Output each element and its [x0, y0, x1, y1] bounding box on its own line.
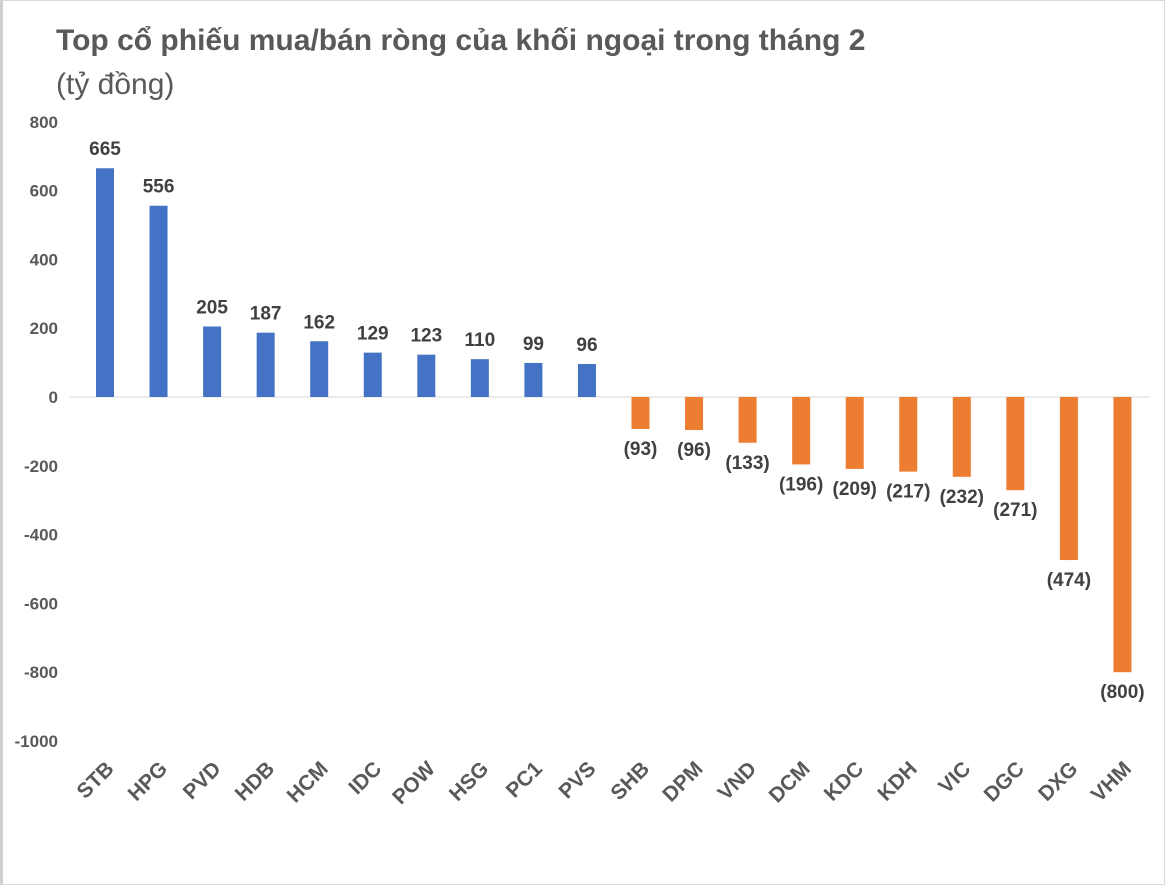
- bar-stb: [96, 168, 114, 397]
- bar-dxg: [1059, 397, 1078, 561]
- bar-kdh: [899, 397, 918, 472]
- x-tick-label: VHM: [1087, 757, 1136, 806]
- data-label: 665: [89, 139, 121, 160]
- x-tick-label: DXG: [1034, 757, 1082, 805]
- data-label: 123: [410, 326, 442, 347]
- x-tick-label: STB: [73, 757, 119, 803]
- x-tick-label: PVS: [555, 757, 601, 803]
- bar-idc: [363, 352, 382, 397]
- bar-pvd: [203, 326, 222, 397]
- x-tick-label: PC1: [502, 757, 547, 802]
- x-tick-label: DPM: [658, 757, 707, 806]
- bar-dcm: [792, 397, 811, 465]
- data-label: 96: [576, 335, 597, 356]
- y-tick-label: -400: [24, 526, 58, 545]
- bar-hsg: [470, 359, 489, 397]
- bar-shb: [631, 397, 650, 429]
- x-tick-label: DCM: [765, 757, 815, 807]
- data-label: (93): [624, 439, 658, 460]
- bar-vhm: [1113, 397, 1132, 673]
- y-tick-label: 800: [30, 113, 58, 132]
- data-label: 110: [465, 330, 496, 351]
- bar-dpm: [685, 397, 704, 431]
- data-label: (474): [1047, 570, 1091, 591]
- x-tick-label: HSG: [445, 757, 493, 805]
- chart-subtitle: (tỷ đồng): [56, 68, 175, 101]
- data-label: (96): [677, 440, 711, 461]
- data-label: (196): [779, 474, 823, 495]
- bar-dgc: [1006, 397, 1025, 491]
- bar-kdc: [845, 397, 864, 469]
- bar-pc1: [524, 362, 543, 397]
- data-label: (217): [886, 482, 930, 503]
- x-tick-label: PVD: [179, 757, 226, 804]
- data-label: (271): [993, 500, 1037, 521]
- data-label: (209): [833, 479, 877, 500]
- data-label: 187: [250, 304, 282, 325]
- x-tick-label: SHB: [606, 757, 654, 805]
- y-tick-label: 0: [49, 388, 58, 407]
- y-tick-label: -800: [24, 663, 58, 682]
- x-tick-label: HCM: [283, 757, 333, 807]
- y-tick-label: -1000: [15, 732, 58, 751]
- data-label: 129: [357, 324, 389, 345]
- x-tick-label: VND: [714, 757, 762, 805]
- bar-pow: [417, 354, 436, 397]
- bar-hpg: [149, 205, 168, 397]
- data-label: 556: [143, 177, 175, 198]
- x-tick-label: POW: [388, 757, 440, 809]
- y-tick-label: 400: [30, 250, 58, 269]
- data-label: 162: [303, 312, 335, 333]
- data-label: (800): [1100, 682, 1144, 703]
- y-tick-label: -200: [24, 457, 58, 476]
- x-tick-label: HDB: [231, 757, 279, 805]
- x-tick-label: KDH: [873, 757, 921, 805]
- data-label: (133): [725, 453, 769, 474]
- x-tick-label: VIC: [934, 757, 975, 798]
- data-label: 205: [196, 297, 228, 318]
- chart-title: Top cổ phiếu mua/bán ròng của khối ngoại…: [56, 24, 866, 57]
- bar-vic: [952, 397, 971, 477]
- x-tick-label: HPG: [124, 757, 172, 805]
- y-tick-label: -600: [24, 594, 58, 613]
- x-tick-label: DGC: [980, 757, 1029, 806]
- bar-hdb: [256, 332, 275, 397]
- y-tick-label: 200: [30, 319, 58, 338]
- y-tick-label: 600: [30, 182, 58, 201]
- x-tick-label: IDC: [344, 757, 386, 799]
- bar-pvs: [577, 363, 596, 397]
- data-label: (232): [940, 487, 984, 508]
- x-tick-label: KDC: [820, 757, 868, 805]
- bar-hcm: [310, 341, 329, 397]
- bar-vnd: [738, 397, 757, 443]
- data-label: 99: [523, 334, 544, 355]
